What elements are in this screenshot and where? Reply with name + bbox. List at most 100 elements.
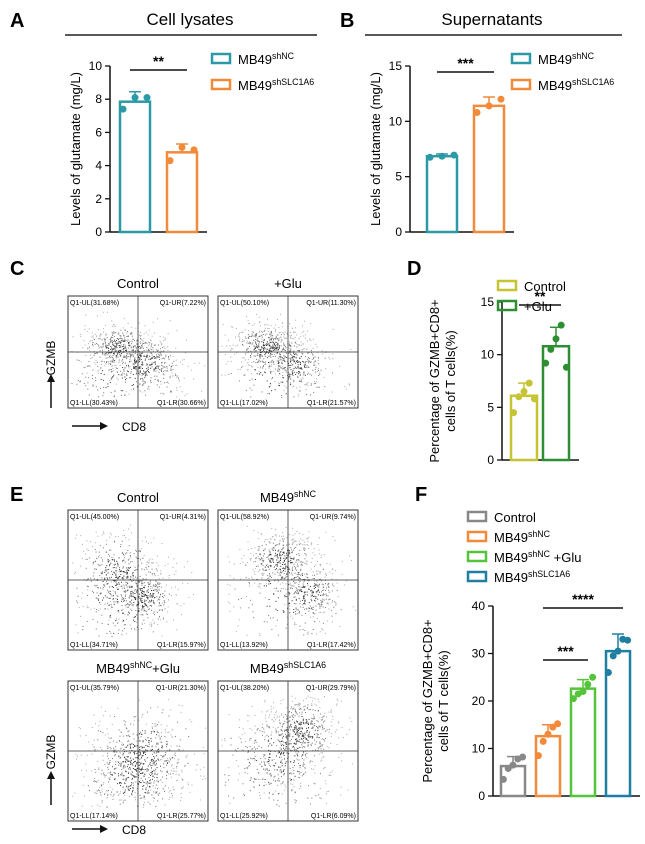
flow-dot xyxy=(251,378,253,380)
chart-a-y-tick-label: 10 xyxy=(89,59,103,73)
flow-dot xyxy=(155,370,157,372)
flow-dot xyxy=(105,551,107,553)
flow-dot xyxy=(290,716,292,718)
flow-dot xyxy=(300,538,302,540)
flow-dot xyxy=(303,752,305,754)
flow-dot xyxy=(296,730,298,732)
flow-dot xyxy=(281,339,283,341)
flow-dot xyxy=(156,583,158,585)
flow-dot xyxy=(279,362,281,364)
flow-dot xyxy=(147,785,149,787)
flow-dot xyxy=(142,379,144,381)
flow-dot xyxy=(151,558,153,560)
flow-dot xyxy=(125,779,127,781)
flow-dot xyxy=(309,394,311,396)
flow-dot xyxy=(286,721,288,723)
flow-dot xyxy=(282,741,284,743)
flow-dot xyxy=(303,364,305,366)
flow-dot xyxy=(164,564,166,566)
flow-dot xyxy=(341,727,343,729)
flow-dot xyxy=(153,752,155,754)
flow-dot xyxy=(318,549,320,551)
flow-dot xyxy=(145,331,147,333)
flow-dot xyxy=(186,339,188,341)
flow-dot xyxy=(102,531,104,533)
flow-dot xyxy=(115,332,117,334)
flow-dot xyxy=(136,588,138,590)
flow-dot xyxy=(293,381,295,383)
flow-dot xyxy=(123,344,125,346)
flow-dot xyxy=(141,601,143,603)
flow-dot xyxy=(280,769,282,771)
flow-dot xyxy=(104,585,106,587)
flow-dot xyxy=(297,563,299,565)
flow-dot xyxy=(148,782,150,784)
flow-dot xyxy=(88,377,90,379)
flow-plot-scatter xyxy=(72,524,194,637)
flow-dot xyxy=(263,585,265,587)
flow-dot xyxy=(300,738,302,740)
flow-dot xyxy=(296,343,298,345)
flow-dot xyxy=(105,387,107,389)
flow-dot xyxy=(101,773,103,775)
flow-dot xyxy=(290,749,292,751)
flow-dot xyxy=(291,569,293,571)
flow-dot xyxy=(191,784,193,786)
flow-dot xyxy=(166,381,168,383)
flow-dot xyxy=(304,586,306,588)
flow-dot xyxy=(138,781,140,783)
flow-dot xyxy=(170,391,172,393)
flow-dot xyxy=(106,755,108,757)
flow-dot xyxy=(303,735,305,737)
flow-dot xyxy=(128,343,130,345)
flow-dot xyxy=(267,328,269,330)
flow-dot xyxy=(120,543,122,545)
flow-dot xyxy=(136,370,138,372)
panel-b-title: Supernatants xyxy=(441,10,542,29)
flow-dot xyxy=(177,721,179,723)
flow-dot xyxy=(292,729,294,731)
flow-dot xyxy=(172,619,174,621)
flow-dot xyxy=(140,334,142,336)
flow-dot xyxy=(104,710,106,712)
flow-dot xyxy=(145,394,147,396)
flow-dot xyxy=(134,345,136,347)
flow-dot xyxy=(119,741,121,743)
flow-dot xyxy=(184,395,186,397)
flow-dot xyxy=(264,539,266,541)
flow-dot xyxy=(295,598,297,600)
flow-dot xyxy=(278,572,280,574)
flow-dot xyxy=(191,572,193,574)
flow-dot xyxy=(296,728,298,730)
flow-dot xyxy=(139,593,141,595)
flow-dot xyxy=(124,614,126,616)
flow-dot xyxy=(140,342,142,344)
flow-dot xyxy=(314,718,316,720)
flow-dot xyxy=(114,360,116,362)
flow-dot xyxy=(276,571,278,573)
flow-dot xyxy=(100,361,102,363)
flow-dot xyxy=(239,339,241,341)
flow-dot xyxy=(125,365,127,367)
flow-dot xyxy=(225,363,227,365)
flow-dot xyxy=(139,740,141,742)
flow-dot xyxy=(120,791,122,793)
flow-dot xyxy=(115,383,117,385)
flow-dot xyxy=(275,346,277,348)
flow-dot xyxy=(277,562,279,564)
flow-dot xyxy=(312,575,314,577)
flow-dot xyxy=(141,548,143,550)
chart-a-data-point xyxy=(119,105,127,113)
flow-dot xyxy=(311,700,313,702)
flow-dot xyxy=(129,735,131,737)
flow-dot xyxy=(131,574,133,576)
flow-dot xyxy=(326,620,328,622)
flow-dot xyxy=(307,382,309,384)
flow-dot xyxy=(139,762,141,764)
flow-dot xyxy=(305,719,307,721)
flow-dot xyxy=(139,354,141,356)
flow-dot xyxy=(138,581,140,583)
flow-dot xyxy=(136,568,138,570)
flow-dot xyxy=(141,622,143,624)
flow-dot xyxy=(121,377,123,379)
